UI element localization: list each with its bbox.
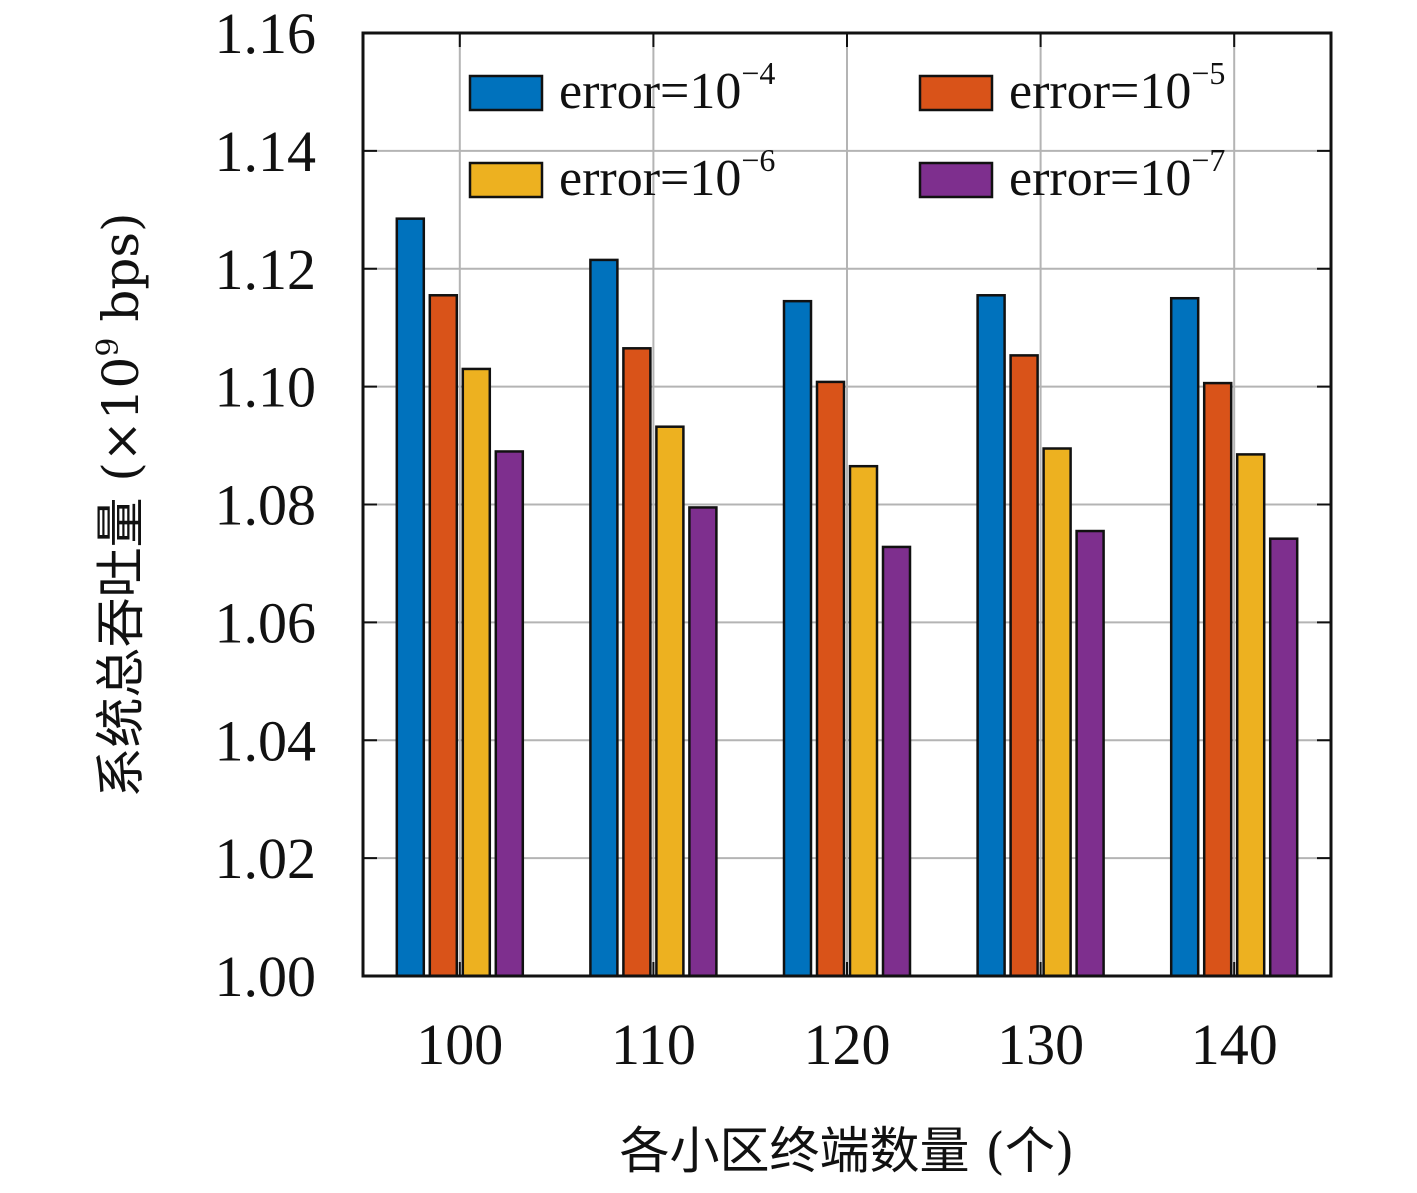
y-tick-label: 1.08 — [215, 473, 317, 538]
bar-120-series-3 — [848, 464, 879, 978]
x-tick-label: 130 — [997, 1012, 1084, 1077]
y-axis-title-tail: bps) — [92, 212, 150, 337]
legend-label-base: error=10 — [559, 63, 741, 120]
y-tick-label: 1.00 — [215, 944, 317, 1009]
legend-label-base: error=10 — [559, 150, 741, 207]
bar-100-series-3 — [461, 367, 492, 978]
bar-130-series-1 — [976, 294, 1006, 978]
y-tick-label: 1.04 — [215, 708, 317, 773]
y-tick-label: 1.02 — [215, 826, 317, 891]
y-axis-title-main: 系统总吞吐量 (×10 — [92, 357, 150, 798]
bar-100-series-4 — [494, 450, 525, 978]
bar-100-series-1 — [395, 217, 426, 978]
legend-label-base: error=10 — [1009, 63, 1191, 120]
grid-lines — [363, 33, 1331, 976]
y-tick-label: 1.12 — [215, 237, 317, 302]
y-tick-label: 1.06 — [215, 590, 317, 655]
legend-label-1: error=10−4 — [559, 55, 775, 120]
legend-swatch-3 — [468, 161, 544, 199]
bar-120-series-4 — [881, 545, 912, 978]
bar-110-series-2 — [622, 347, 652, 978]
legend-swatch-1 — [468, 74, 544, 112]
bar-140-series-2 — [1202, 381, 1233, 978]
x-axis-title: 各小区终端数量 (个) — [620, 1122, 1075, 1180]
x-tick-label: 140 — [1191, 1012, 1278, 1077]
legend-label-base: error=10 — [1009, 150, 1191, 207]
legend-label-4: error=10−7 — [1009, 142, 1225, 207]
legend-label-exponent: −7 — [1191, 142, 1225, 178]
x-axis-ticks: 100 110 120 130 140 — [416, 33, 1278, 1077]
bar-120-series-1 — [782, 299, 813, 978]
x-tick-label: 100 — [416, 1012, 503, 1077]
legend-label-exponent: −5 — [1191, 55, 1225, 91]
bar-130-series-3 — [1042, 447, 1072, 978]
bar-140-series-1 — [1169, 296, 1200, 978]
legend-swatch-2 — [918, 74, 994, 112]
bar-110-series-4 — [688, 506, 718, 978]
legend-label-3: error=10−6 — [559, 142, 775, 207]
x-tick-label: 110 — [611, 1012, 696, 1077]
bar-100-series-2 — [428, 294, 459, 978]
bar-140-series-4 — [1268, 537, 1299, 978]
y-tick-label: 1.14 — [215, 119, 317, 184]
y-tick-label: 1.10 — [215, 355, 317, 420]
bar-120-series-2 — [815, 380, 846, 978]
y-tick-label: 1.16 — [215, 1, 317, 66]
legend-label-exponent: −4 — [741, 55, 775, 91]
bar-140-series-3 — [1235, 453, 1266, 978]
y-axis-ticks: 1.00 1.02 1.04 1.06 1.08 1.10 1.12 1.14 1.16 — [215, 1, 1331, 1009]
bar-130-series-2 — [1009, 354, 1039, 978]
x-tick-label: 120 — [804, 1012, 891, 1077]
y-axis-title-exponent: 9 — [91, 338, 126, 357]
legend-label-exponent: −6 — [741, 142, 775, 178]
bars — [395, 217, 1299, 978]
bar-130-series-4 — [1075, 529, 1105, 978]
y-axis-title: 系统总吞吐量 (×109 bps) — [91, 212, 150, 797]
bar-110-series-3 — [655, 425, 685, 978]
legend-label-2: error=10−5 — [1009, 55, 1225, 120]
legend-swatch-4 — [918, 161, 994, 199]
bar-110-series-1 — [589, 258, 619, 978]
